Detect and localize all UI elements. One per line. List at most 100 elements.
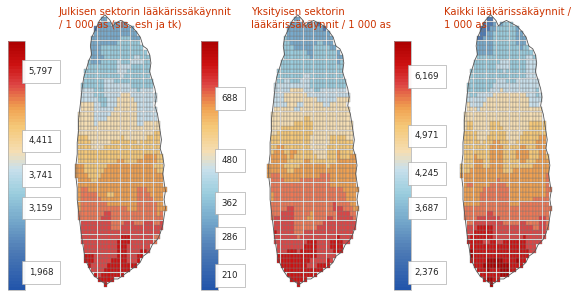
Bar — [346, 130, 350, 135]
Bar — [107, 121, 111, 126]
Bar — [486, 206, 490, 211]
Bar — [287, 112, 290, 116]
Bar — [107, 249, 111, 253]
Bar — [317, 36, 320, 40]
Bar — [320, 263, 323, 268]
Bar — [334, 230, 336, 234]
Bar — [280, 230, 284, 234]
Bar — [104, 17, 107, 21]
Bar — [121, 273, 123, 277]
Bar — [134, 259, 137, 263]
Bar — [520, 55, 523, 59]
Bar — [104, 192, 107, 197]
Bar — [474, 216, 477, 220]
Bar — [140, 154, 144, 159]
Bar — [477, 64, 480, 69]
Bar — [147, 178, 150, 182]
Bar — [290, 145, 294, 149]
Bar — [490, 83, 493, 88]
Bar — [350, 145, 353, 149]
Bar — [317, 107, 320, 111]
Bar — [157, 220, 160, 225]
Bar — [111, 126, 114, 130]
Bar — [523, 112, 526, 116]
Bar — [327, 249, 330, 253]
Bar — [480, 178, 483, 182]
Bar — [526, 55, 529, 59]
Bar — [343, 135, 346, 140]
Bar — [9, 69, 25, 72]
Bar — [480, 192, 483, 197]
Bar — [98, 273, 100, 277]
Bar — [334, 183, 336, 187]
Bar — [480, 197, 483, 201]
Bar — [507, 107, 509, 111]
Bar — [144, 130, 147, 135]
Bar — [500, 173, 503, 178]
Bar — [346, 126, 350, 130]
Bar — [201, 94, 218, 98]
Bar — [480, 220, 483, 225]
Bar — [503, 183, 506, 187]
Bar — [114, 79, 117, 83]
Bar — [128, 55, 130, 59]
Bar — [124, 173, 127, 178]
Bar — [94, 74, 98, 78]
Bar — [104, 239, 107, 244]
Bar — [500, 263, 503, 268]
Bar — [104, 59, 107, 64]
Bar — [287, 83, 290, 88]
Bar — [147, 206, 150, 211]
Bar — [509, 239, 513, 244]
Bar — [301, 211, 304, 216]
Bar — [480, 50, 483, 55]
Bar — [334, 211, 336, 216]
Bar — [297, 259, 300, 263]
Bar — [134, 216, 137, 220]
Bar — [287, 27, 290, 31]
Bar — [513, 197, 516, 201]
Bar — [104, 197, 107, 201]
Bar — [486, 64, 490, 69]
Bar — [150, 188, 153, 192]
Bar — [523, 126, 526, 130]
Bar — [124, 206, 127, 211]
Bar — [477, 98, 480, 102]
Bar — [486, 55, 490, 59]
Bar — [81, 192, 84, 197]
Bar — [147, 107, 150, 111]
Bar — [128, 220, 130, 225]
Bar — [484, 102, 486, 107]
Bar — [330, 178, 333, 182]
Bar — [503, 130, 506, 135]
Bar — [9, 215, 25, 219]
Bar — [513, 254, 516, 258]
Bar — [310, 88, 313, 92]
Bar — [324, 41, 327, 45]
Bar — [533, 164, 536, 168]
Bar — [317, 225, 320, 230]
Bar — [9, 181, 25, 185]
Bar — [310, 188, 313, 192]
Bar — [480, 27, 483, 31]
Bar — [134, 230, 137, 234]
Bar — [117, 116, 121, 121]
Bar — [530, 116, 533, 121]
Bar — [137, 183, 140, 187]
Bar — [320, 244, 323, 249]
Bar — [101, 130, 104, 135]
Bar — [516, 69, 519, 73]
Bar — [304, 93, 307, 97]
Bar — [536, 112, 539, 116]
Bar — [394, 144, 411, 147]
Bar — [530, 98, 533, 102]
Bar — [287, 41, 290, 45]
Bar — [124, 130, 127, 135]
Bar — [474, 59, 477, 64]
Bar — [330, 188, 333, 192]
Bar — [493, 36, 496, 40]
Bar — [88, 244, 91, 249]
Bar — [101, 254, 104, 258]
Bar — [117, 64, 121, 69]
Bar — [507, 64, 509, 69]
